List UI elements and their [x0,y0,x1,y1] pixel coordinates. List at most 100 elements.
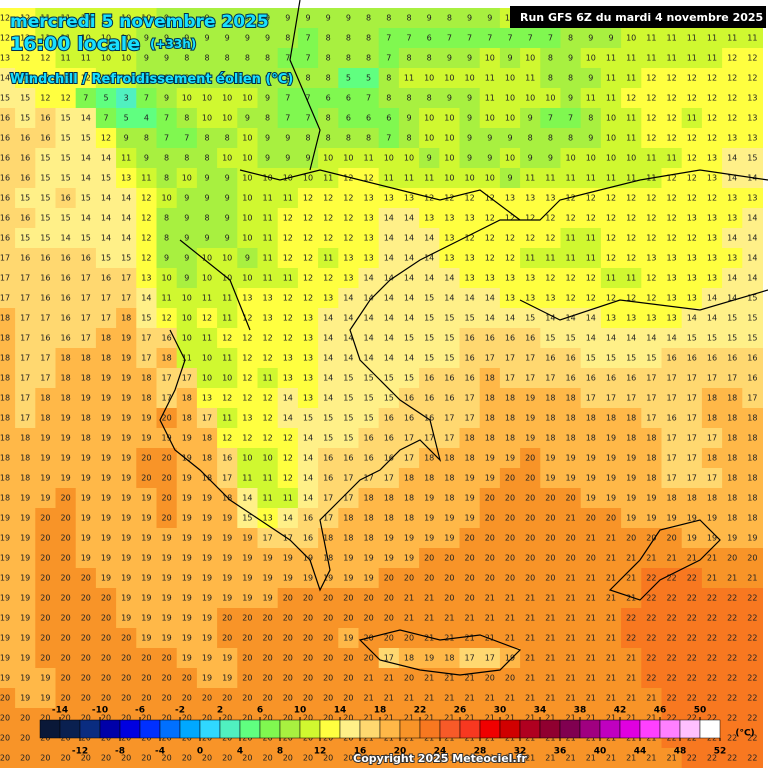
cell [297,88,319,109]
cell [378,488,400,509]
cell [600,688,622,709]
grid-value: 19 [40,434,50,443]
cell [722,248,743,269]
cell [0,148,16,169]
grid-value: 19 [606,454,616,463]
cell [257,488,279,509]
colorbar-unit: (°C) [735,729,754,739]
cell [600,208,622,229]
cell [621,588,642,609]
grid-value: 19 [121,414,131,423]
cell [681,528,703,549]
cell [35,248,56,269]
cell [459,108,481,129]
cell [621,388,642,409]
cell [116,488,137,509]
grid-value: 9 [507,134,512,143]
cell [358,568,380,589]
cell [641,628,662,649]
grid-value: 14 [323,374,333,383]
cell [419,308,440,329]
cell [419,368,440,389]
cell [459,548,481,569]
cell [641,128,662,149]
cell [600,588,622,609]
cell [479,68,501,89]
grid-value: 12 [687,174,697,183]
grid-value: 9 [265,154,270,163]
grid-value: 19 [0,594,10,603]
grid-value: 9 [184,214,189,223]
grid-value: 15 [343,374,353,383]
grid-value: 12 [283,314,293,323]
grid-value: 12 [0,14,10,23]
cell [116,368,137,389]
grid-value: 17 [687,454,697,463]
grid-value: 13 [747,114,757,123]
grid-value: 14 [727,234,737,243]
cell [742,568,763,589]
grid-value: 22 [747,674,757,683]
grid-value: 12 [667,194,677,203]
grid-value: 9 [184,254,189,263]
grid-value: 9 [467,54,472,63]
cell [378,308,400,329]
cell [196,608,218,629]
grid-value: 14 [747,234,757,243]
grid-value: 14 [747,274,757,283]
grid-value: 11 [384,174,394,183]
cell [156,348,178,369]
grid-value: 16 [303,514,313,523]
grid-value: 22 [687,674,697,683]
grid-value: 5 [103,94,108,103]
grid-value: 21 [566,514,576,523]
cell [75,308,97,329]
grid-value: 20 [202,694,212,703]
grid-value: 20 [242,674,252,683]
grid-value: 20 [566,494,576,503]
cell [0,628,16,649]
cell [580,28,602,49]
grid-value: 7 [164,134,169,143]
cell [479,28,501,49]
cell [600,448,622,469]
cell [338,748,359,768]
cell [661,388,683,409]
cell [156,28,178,49]
cell [479,468,501,489]
cell [338,388,359,409]
grid-value: 21 [545,594,555,603]
grid-value: 20 [283,674,293,683]
cell [95,648,117,669]
cell [338,648,359,669]
grid-value: 17 [687,394,697,403]
cell [196,248,218,269]
colorbar-label: -10 [92,706,108,716]
grid-value: 19 [566,454,576,463]
grid-value: 16 [364,454,374,463]
grid-value: 17 [505,374,515,383]
grid-value: 20 [626,534,636,543]
grid-value: 21 [525,674,535,683]
grid-value: 20 [606,514,616,523]
cell [560,148,582,169]
cell [0,388,16,409]
cell [277,628,299,649]
cell [237,408,258,429]
cell [742,448,763,469]
cell [55,568,77,589]
cell [237,48,258,69]
grid-value: 22 [747,654,757,663]
grid-value: 20 [61,614,71,623]
cell [419,268,440,289]
grid-value: 12 [586,274,596,283]
cell [35,88,56,109]
grid-value: 10 [444,114,454,123]
grid-value: 15 [61,214,71,223]
grid-value: 20 [141,674,151,683]
cell [237,748,258,768]
cell [116,28,137,49]
grid-value: 18 [727,514,737,523]
cell [378,28,400,49]
grid-value: 9 [447,54,452,63]
